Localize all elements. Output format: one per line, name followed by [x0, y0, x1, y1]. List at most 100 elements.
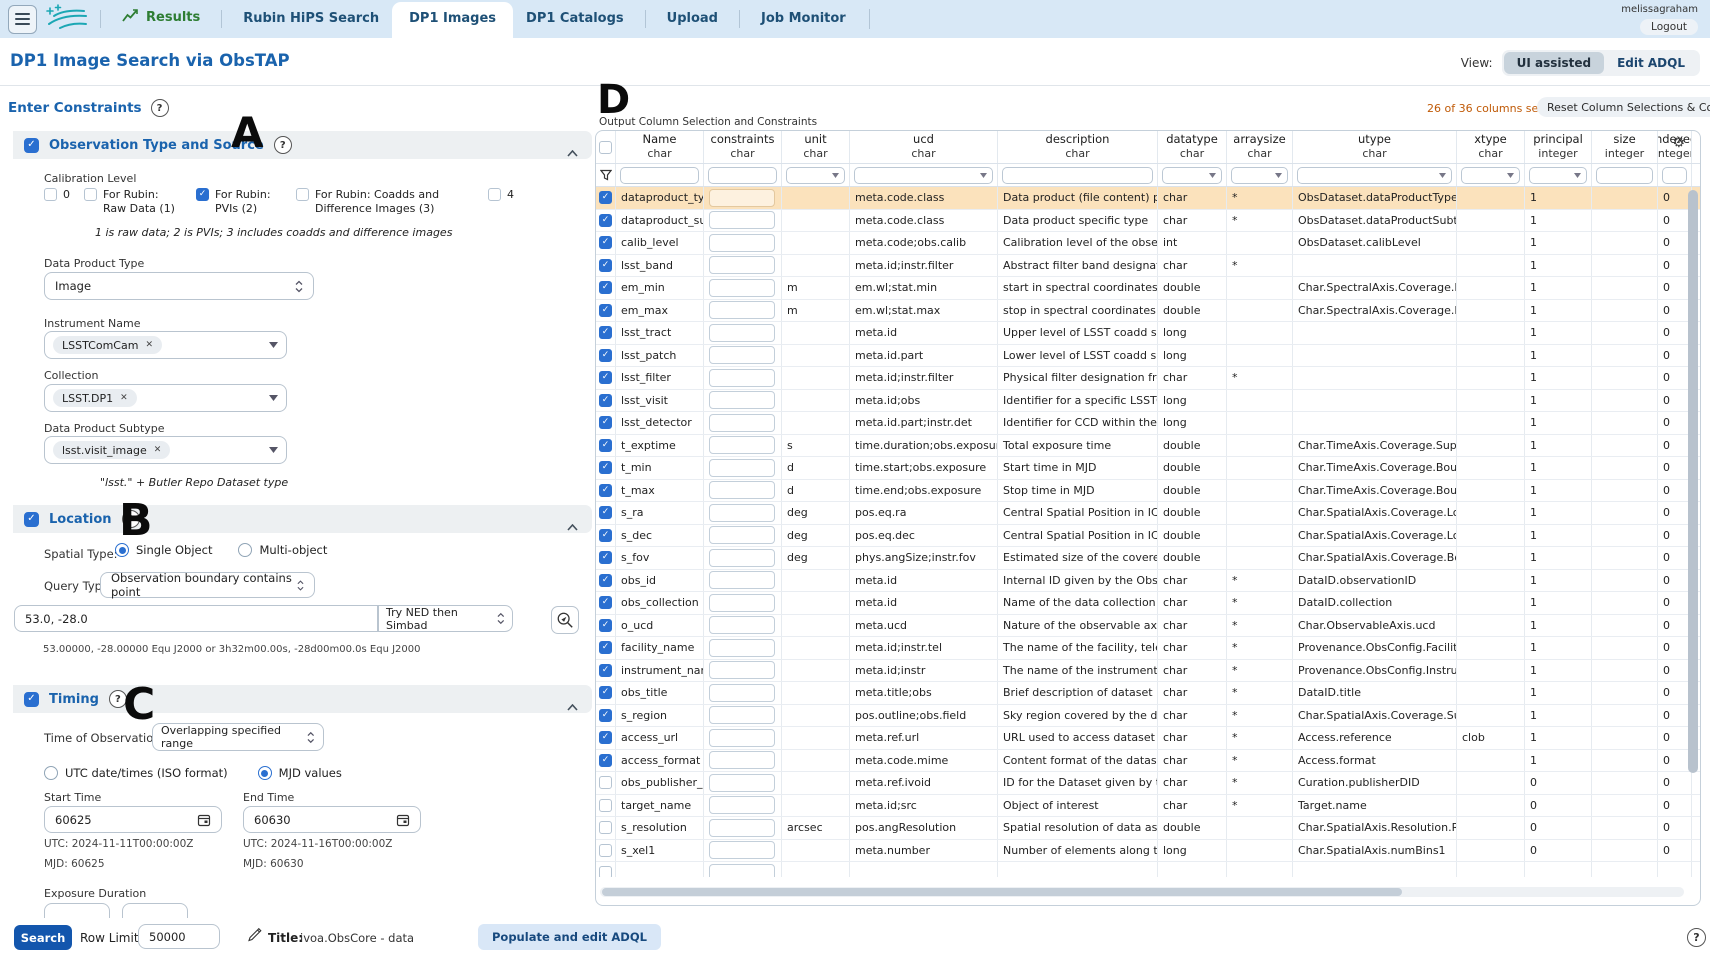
radio-option[interactable]: UTC date/times (ISO format) — [44, 766, 228, 780]
section-checkbox[interactable] — [24, 511, 39, 527]
calibration-option[interactable]: For Rubin: PVIs (2) — [196, 188, 282, 217]
populate-adql-button[interactable]: Populate and edit ADQL — [478, 924, 661, 950]
resolver-select[interactable]: Try NED then Simbad — [378, 605, 513, 632]
constraint-input[interactable] — [709, 503, 775, 522]
end-time-input[interactable]: 60630 — [243, 806, 421, 833]
vertical-scrollbar[interactable] — [1688, 188, 1698, 874]
view-ui-assisted-button[interactable]: UI assisted — [1503, 52, 1605, 74]
constraint-input[interactable] — [709, 211, 775, 230]
constraint-input[interactable] — [709, 616, 775, 635]
checkbox[interactable] — [84, 188, 97, 201]
radio-button[interactable] — [238, 543, 253, 557]
calibration-option[interactable]: 0 — [44, 188, 70, 217]
row-select-checkbox[interactable] — [599, 618, 612, 632]
row-select-checkbox[interactable] — [599, 213, 612, 227]
radio-option[interactable]: Multi-object — [238, 543, 327, 557]
constraint-input[interactable] — [709, 841, 775, 860]
row-select-checkbox[interactable] — [599, 573, 612, 587]
row-select-checkbox[interactable] — [599, 483, 612, 497]
row-select-checkbox[interactable] — [599, 708, 612, 722]
time-of-observation-select[interactable]: Overlapping specified range — [152, 723, 324, 751]
radio-button[interactable] — [44, 766, 58, 780]
help-icon[interactable] — [1687, 928, 1706, 947]
row-select-checkbox[interactable] — [599, 303, 612, 317]
radio-option[interactable]: MJD values — [257, 766, 342, 780]
gear-icon[interactable]: ⚙ — [1672, 135, 1685, 151]
constraint-input[interactable] — [709, 773, 775, 792]
table-row[interactable]: s_xel1 meta.number Number of elements alon… — [596, 839, 1700, 862]
column-header-constraints[interactable]: constraints char — [704, 131, 782, 163]
constraint-input[interactable] — [709, 638, 775, 657]
data-product-type-select[interactable]: Image — [44, 272, 314, 300]
row-select-checkbox[interactable] — [599, 348, 612, 362]
row-select-checkbox[interactable] — [599, 416, 612, 430]
table-row[interactable]: lsst_detector meta.id.part;instr.detIdent… — [596, 412, 1700, 435]
constraint-input[interactable] — [709, 728, 775, 747]
chevron-up-icon[interactable] — [567, 516, 578, 535]
row-select-checkbox[interactable] — [599, 798, 612, 812]
remove-chip-icon[interactable]: ✕ — [120, 393, 128, 403]
logout-button[interactable]: Logout — [1640, 18, 1698, 35]
table-row[interactable]: calib_level meta.code;obs.calibCalibratio… — [596, 232, 1700, 255]
help-icon[interactable] — [121, 510, 140, 528]
search-button[interactable]: Search — [14, 925, 72, 950]
constraint-input[interactable] — [709, 481, 775, 500]
collection-select[interactable]: LSST.DP1 ✕ — [44, 384, 287, 412]
remove-chip-icon[interactable]: ✕ — [153, 445, 162, 455]
constraint-input[interactable] — [709, 706, 775, 725]
tab-job-monitor[interactable]: Job Monitor — [760, 11, 846, 26]
column-header-indexed[interactable]: indexedinteger — [1658, 131, 1692, 163]
locate-search-button[interactable] — [551, 606, 579, 634]
tab-rubin-hips-search[interactable]: Rubin HiPS Search — [243, 11, 380, 26]
table-row[interactable]: lsst_filter meta.id;instr.filterPhysical … — [596, 367, 1700, 390]
data-product-subtype-select[interactable]: lsst.visit_image ✕ — [44, 436, 287, 464]
constraint-input[interactable] — [709, 188, 775, 207]
remove-chip-icon[interactable]: ✕ — [145, 340, 153, 350]
column-header-principal[interactable]: principal integer — [1525, 131, 1592, 163]
constraint-input[interactable] — [709, 863, 775, 877]
constraint-input[interactable] — [709, 661, 775, 680]
exposure-min-input[interactable] — [44, 903, 110, 918]
constraint-input[interactable] — [709, 301, 775, 320]
section-location[interactable]: Location — [13, 505, 592, 533]
horizontal-scrollbar[interactable] — [600, 887, 1684, 897]
constraint-input[interactable] — [709, 593, 775, 612]
constraint-input[interactable] — [709, 458, 775, 477]
row-select-checkbox[interactable] — [599, 821, 612, 835]
row-select-checkbox[interactable] — [599, 191, 612, 205]
filter-input-description[interactable] — [1002, 166, 1153, 184]
row-select-checkbox[interactable] — [599, 776, 612, 790]
tab-results[interactable]: Results — [109, 9, 213, 38]
filter-input-indexed[interactable] — [1662, 166, 1687, 184]
row-select-checkbox[interactable] — [599, 281, 612, 295]
calibration-option[interactable]: For Rubin: Coadds and Difference Images … — [296, 188, 474, 217]
table-row[interactable]: t_exptime stime.duration;obs.exposureTota… — [596, 434, 1700, 457]
constraint-input[interactable] — [709, 368, 775, 387]
row-select-checkbox[interactable] — [599, 258, 612, 272]
row-select-checkbox[interactable] — [599, 551, 612, 565]
column-header-size[interactable]: size integer — [1592, 131, 1658, 163]
start-time-input[interactable]: 60625 — [44, 806, 222, 833]
help-icon[interactable] — [150, 99, 169, 117]
constraint-input[interactable] — [709, 548, 775, 567]
constraint-input[interactable] — [709, 233, 775, 252]
filter-select-ucd[interactable] — [854, 166, 993, 184]
constraint-input[interactable] — [709, 346, 775, 365]
row-select-checkbox[interactable] — [599, 371, 612, 385]
row-select-checkbox[interactable] — [599, 528, 612, 542]
constraint-input[interactable] — [709, 256, 775, 275]
